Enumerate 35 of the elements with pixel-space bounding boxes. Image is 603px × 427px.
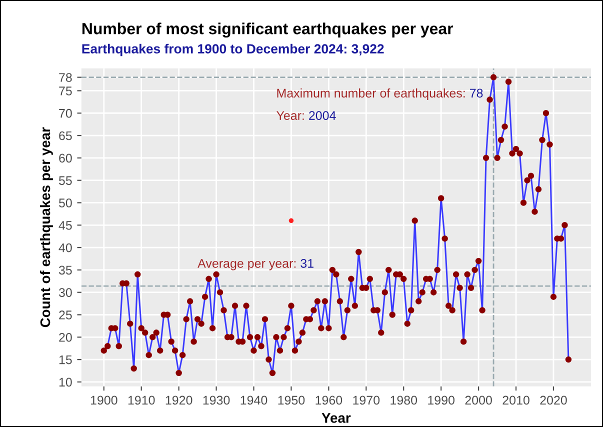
y-tick-label: 30: [58, 288, 72, 297]
y-tick-label: 65: [59, 131, 72, 140]
y-tick-label: 55: [58, 176, 72, 185]
y-tick-label: 10: [59, 378, 72, 387]
x-tick-label: 1930: [203, 396, 230, 405]
y-axis-title: Count of earthquakes per year: [40, 127, 53, 328]
y-tick-label: 45: [58, 221, 72, 230]
x-tick-label: 1970: [353, 396, 380, 405]
y-tick-label: 50: [58, 198, 72, 208]
y-tick-label: 25: [59, 310, 72, 320]
x-tick-label: 1980: [390, 396, 418, 405]
y-tick-label: 60: [59, 154, 72, 163]
x-tick-label: 2020: [540, 396, 567, 405]
annotation: Average per year: 31: [198, 258, 314, 270]
annotation: Year: 2004: [276, 111, 336, 120]
y-tick-label: 20: [59, 332, 72, 342]
y-tick-label: 75: [59, 86, 72, 96]
chart-subtitle: Earthquakes from 1900 to December 2024: 3,922: [82, 44, 384, 56]
x-tick-label: 2010: [502, 396, 530, 405]
x-axis-title: Year: [322, 413, 351, 423]
x-tick-label: 1950: [278, 396, 305, 405]
x-tick-label: 2000: [465, 396, 492, 405]
x-tick-label: 1910: [128, 396, 155, 405]
annotation: Maximum number of earthquakes: 78: [277, 88, 483, 100]
y-tick-label: 35: [58, 266, 72, 275]
chart-title: Number of most significant earthquakes per year: [82, 22, 454, 38]
x-tick-label: 1920: [166, 396, 192, 405]
y-tick-label: 78: [59, 73, 72, 82]
y-tick-label: 70: [59, 108, 72, 118]
y-tick-label: 40: [58, 243, 72, 252]
x-tick-label: 1900: [90, 396, 118, 405]
x-tick-label: 1960: [316, 396, 342, 405]
x-tick-label: 1990: [428, 396, 454, 405]
x-tick-label: 1940: [240, 396, 268, 405]
y-tick-label: 15: [59, 355, 72, 364]
